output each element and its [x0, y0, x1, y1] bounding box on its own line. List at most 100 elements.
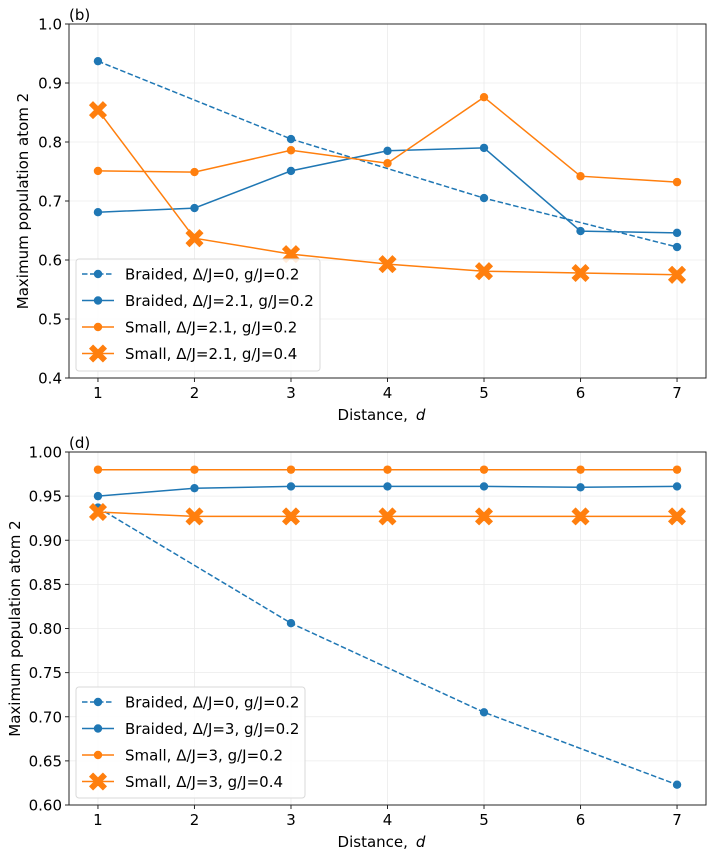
data-point-x-marker — [378, 255, 397, 274]
y-tick-label: 0.9 — [38, 75, 62, 93]
data-point — [479, 143, 489, 153]
panel-label: (d) — [69, 434, 90, 452]
chart-panel-b: 1 2 3 4 5 6 7 0.4 0.5 0.6 0.7 0.8 0.9 1.0 Distance, d Ma… — [14, 6, 707, 424]
x-tick-label: 4 — [383, 384, 393, 402]
x-tick-label: 7 — [672, 384, 682, 402]
data-point — [479, 92, 489, 102]
x-axis-label-text: Distance, — [338, 833, 408, 851]
series-2 — [93, 92, 682, 187]
legend-label: Small, Δ/J=2.1, g/J=0.2 — [125, 319, 297, 337]
data-point-x-marker — [475, 507, 493, 526]
legend-marker — [93, 269, 103, 279]
y-axis-label: Maximum population atom 2 — [14, 93, 32, 309]
data-point-x-marker — [185, 507, 204, 526]
data-point — [286, 166, 296, 176]
legend-label: Small, Δ/J=3, g/J=0.4 — [125, 773, 283, 791]
series-group — [89, 465, 686, 789]
y-tick-label: 0.60 — [29, 797, 62, 815]
legend-entry: Braided, Δ/J=2.1, g/J=0.2 — [82, 292, 314, 310]
y-tick-label: 1.00 — [29, 444, 62, 462]
legend-label: Small, Δ/J=3, g/J=0.2 — [125, 747, 283, 765]
legend-entry: Small, Δ/J=2.1, g/J=0.4 — [82, 344, 297, 363]
series-line — [97, 506, 678, 786]
series-3 — [89, 101, 686, 284]
y-tick-label: 0.80 — [29, 620, 62, 638]
data-point — [576, 172, 585, 181]
y-axis-label: Maximum population atom 2 — [6, 520, 24, 736]
legend-label: Braided, Δ/J=0, g/J=0.2 — [125, 266, 299, 284]
data-point — [383, 482, 392, 491]
x-tick-label: 4 — [383, 811, 393, 829]
data-point — [383, 465, 392, 474]
data-point — [190, 483, 199, 493]
data-point — [479, 465, 489, 474]
data-point — [93, 465, 103, 474]
legend-x-marker — [89, 344, 107, 363]
data-point-x-marker — [668, 265, 686, 284]
data-point — [190, 203, 199, 213]
y-tick-label: 0.95 — [29, 488, 62, 506]
data-point — [93, 491, 103, 501]
data-point — [672, 228, 682, 238]
legend-label: Braided, Δ/J=2.1, g/J=0.2 — [125, 292, 314, 310]
data-point — [286, 482, 296, 491]
data-point — [672, 780, 682, 789]
data-point — [672, 482, 682, 491]
legend-marker — [93, 697, 103, 707]
y-tick-label: 0.65 — [29, 752, 62, 770]
data-point — [286, 465, 296, 474]
data-point-x-marker — [89, 101, 107, 119]
data-point — [672, 242, 682, 252]
x-tick-label: 7 — [672, 811, 682, 829]
panel-label: (b) — [69, 6, 90, 24]
series-line — [97, 60, 678, 248]
y-tick-label: 0.7 — [38, 193, 62, 211]
data-point — [383, 159, 392, 168]
x-tick-label: 6 — [576, 811, 586, 829]
y-tick-label: 0.85 — [29, 576, 62, 594]
x-tick-label: 5 — [479, 384, 489, 402]
x-tick-label: 5 — [479, 811, 489, 829]
data-point — [93, 208, 103, 217]
x-tick-label: 3 — [286, 811, 296, 829]
data-point — [93, 166, 103, 176]
legend-x-marker — [89, 772, 107, 791]
x-axis-label-variable: d — [416, 406, 426, 424]
legend-label: Braided, Δ/J=0, g/J=0.2 — [125, 694, 299, 712]
x-axis-label: Distance, d — [338, 833, 426, 851]
series-group — [89, 56, 686, 284]
legend-entry: Braided, Δ/J=0, g/J=0.2 — [82, 694, 299, 712]
legend-box — [75, 258, 321, 372]
x-axis-label: Distance, d — [338, 406, 426, 424]
data-point — [190, 465, 199, 474]
x-axis-label-variable: d — [416, 833, 426, 851]
data-point — [286, 146, 296, 155]
series-0 — [93, 56, 682, 252]
data-point — [672, 465, 682, 474]
legend-label: Braided, Δ/J=3, g/J=0.2 — [125, 720, 299, 738]
y-tick-label: 0.70 — [29, 708, 62, 726]
legend-entry: Small, Δ/J=3, g/J=0.4 — [82, 772, 283, 791]
data-point — [286, 619, 296, 628]
data-point — [479, 708, 489, 717]
data-point — [383, 146, 392, 156]
data-point-x-marker — [571, 264, 590, 282]
x-tick-label: 2 — [190, 384, 200, 402]
data-point-x-marker — [282, 507, 300, 526]
legend-label: Small, Δ/J=2.1, g/J=0.4 — [125, 345, 297, 363]
legend-marker — [93, 296, 103, 305]
chart-panel-d: 1 2 3 4 5 6 7 0.60 0.65 0.70 0.75 0.80 0.85 0.90 0.95 1… — [6, 434, 707, 851]
series-0 — [93, 503, 682, 789]
data-point — [190, 167, 199, 177]
data-point — [576, 483, 585, 492]
legend: Braided, Δ/J=0, g/J=0.2 Braided, Δ/J=2.1,… — [75, 258, 321, 372]
legend-entry: Small, Δ/J=2.1, g/J=0.2 — [82, 319, 297, 337]
series-1 — [93, 482, 682, 501]
series-2 — [93, 465, 682, 474]
legend-entry: Small, Δ/J=3, g/J=0.2 — [82, 747, 283, 765]
data-point-x-marker — [668, 507, 686, 526]
x-tick-label: 1 — [93, 384, 103, 402]
legend-box — [75, 686, 306, 799]
legend-entry: Braided, Δ/J=3, g/J=0.2 — [82, 720, 299, 738]
